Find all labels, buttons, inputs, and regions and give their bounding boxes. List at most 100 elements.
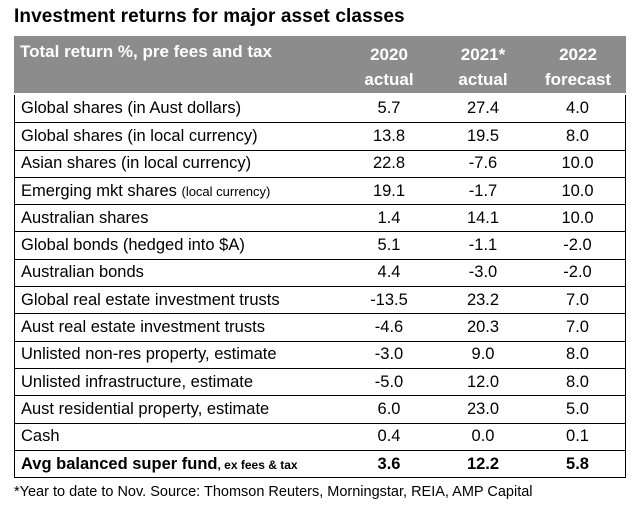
asset-class-label: Emerging mkt shares: [21, 181, 182, 200]
value-2021: 27.4: [466, 99, 500, 118]
asset-class-cell: Aust real estate investment trusts: [15, 318, 342, 337]
asset-class-cell: Aust residential property, estimate: [15, 400, 342, 419]
asset-class-label: Cash: [21, 427, 60, 446]
value-2022: 7.0: [566, 290, 589, 309]
header-2022-sub: forecast: [544, 70, 612, 89]
table-header: Total return %, pre fees and tax 2020 ac…: [14, 36, 626, 95]
value-2020: 5.1: [377, 236, 401, 255]
asset-class-label: Australian shares: [21, 208, 149, 227]
value-2022: -2.0: [563, 236, 592, 255]
header-2020: 2020 actual: [342, 36, 436, 93]
header-2021-sub: actual: [458, 70, 508, 89]
value-2022: 5.0: [566, 399, 589, 418]
asset-class-label: Global real estate investment trusts: [21, 290, 280, 309]
value-2020: 6.0: [377, 399, 401, 418]
value-2020: 13.8: [372, 126, 406, 145]
value-2020: 19.1: [372, 181, 406, 200]
asset-class-label: Global bonds (hedged into $A): [21, 236, 245, 255]
asset-class-label: Unlisted non-res property, estimate: [21, 345, 277, 364]
header-2021-year: 2021*: [460, 45, 506, 64]
header-2022: 2022 forecast: [530, 36, 626, 93]
table-body: Global shares (in Aust dollars) 5.7 27.4 4.…: [14, 95, 626, 479]
asset-class-label: Aust residential property, estimate: [21, 399, 270, 418]
value-2021: -7.6: [468, 154, 498, 173]
asset-class-cell: Cash: [15, 427, 342, 446]
value-2021: -3.0: [468, 263, 498, 282]
value-2020: 4.4: [377, 263, 401, 282]
asset-class-label: Global shares (in local currency): [21, 126, 258, 145]
table-row: Unlisted non-res property, estimate -3.0 9…: [15, 340, 625, 368]
header-2020-sub: actual: [364, 70, 414, 89]
value-2022: 5.8: [566, 454, 589, 473]
value-2020: 5.7: [377, 99, 401, 118]
value-2020: -5.0: [374, 372, 404, 391]
value-2020: 22.8: [372, 154, 406, 173]
value-2020: -13.5: [370, 290, 408, 309]
header-label: Total return %, pre fees and tax: [20, 42, 272, 61]
table-row: Unlisted infrastructure, estimate -5.0 12.…: [15, 367, 625, 395]
value-2021: 23.0: [466, 399, 500, 418]
asset-class-note: , ex fees & tax: [217, 457, 298, 472]
asset-class-cell: Asian shares (in local currency): [15, 154, 342, 173]
table-row: Global shares (in local currency) 13.8 19.…: [15, 122, 625, 149]
value-2022: 4.0: [566, 99, 589, 118]
value-2020: -4.6: [374, 318, 404, 337]
value-2020: 0.4: [377, 427, 401, 446]
asset-class-cell: Emerging mkt shares (local currency): [15, 182, 342, 201]
value-2021: -1.7: [468, 181, 498, 200]
table-row: Aust residential property, estimate 6.0 23…: [15, 395, 625, 422]
asset-class-label: Avg balanced super fund: [21, 454, 218, 473]
asset-class-cell: Australian shares: [15, 209, 342, 228]
value-2021: 0.0: [471, 427, 495, 446]
asset-class-label: Asian shares (in local currency): [21, 154, 252, 173]
value-2021: 12.2: [466, 454, 500, 473]
asset-class-label: Australian bonds: [21, 263, 144, 282]
value-2021: 9.0: [471, 345, 495, 364]
value-2022: 7.0: [566, 318, 589, 337]
header-2020-year: 2020: [370, 45, 408, 64]
value-2022: -2.0: [563, 263, 592, 282]
asset-class-cell: Global shares (in local currency): [15, 127, 342, 146]
asset-class-cell: Unlisted infrastructure, estimate: [15, 373, 342, 392]
table-row: Emerging mkt shares (local currency) 19.1…: [15, 176, 625, 204]
asset-class-cell: Global real estate investment trusts: [15, 291, 342, 310]
value-2022: 8.0: [566, 345, 589, 364]
value-2022: 10.0: [561, 181, 594, 200]
value-2022: 8.0: [566, 372, 589, 391]
table-row: Global bonds (hedged into $A) 5.1 -1.1 -2.0: [15, 231, 625, 258]
header-2021: 2021* actual: [436, 36, 530, 93]
table-row: Global real estate investment trusts -13.…: [15, 286, 625, 313]
table-row: Australian shares 1.4 14.1 10.0: [15, 204, 625, 231]
asset-class-cell: Global shares (in Aust dollars): [15, 99, 342, 118]
value-2022: 8.0: [566, 126, 589, 145]
asset-class-cell: Avg balanced super fund, ex fees & tax: [15, 455, 342, 474]
asset-class-cell: Unlisted non-res property, estimate: [15, 345, 342, 364]
total-row: Avg balanced super fund, ex fees & tax 3.…: [15, 449, 625, 477]
value-2022: 10.0: [561, 154, 594, 173]
value-2021: 12.0: [466, 372, 500, 391]
asset-class-note: (local currency): [181, 183, 271, 199]
table-row: Aust real estate investment trusts -4.6 20…: [15, 313, 625, 340]
value-2020: 1.4: [377, 208, 401, 227]
asset-class-label: Unlisted infrastructure, estimate: [21, 372, 254, 391]
footnote: *Year to date to Nov. Source: Thomson Re…: [14, 484, 533, 500]
value-2020: -3.0: [374, 345, 404, 364]
asset-class-cell: Global bonds (hedged into $A): [15, 236, 342, 255]
value-2022: 10.0: [561, 208, 594, 227]
value-2021: -1.1: [468, 236, 498, 255]
value-2021: 19.5: [466, 126, 500, 145]
asset-class-cell: Australian bonds: [15, 263, 342, 282]
table-row: Cash 0.4 0.0 0.1: [15, 422, 625, 450]
table-row: Asian shares (in local currency) 22.8 -7.6…: [15, 149, 625, 177]
value-2020: 3.6: [377, 454, 401, 473]
table-row: Australian bonds 4.4 -3.0 -2.0: [15, 258, 625, 286]
table-row: Global shares (in Aust dollars) 5.7 27.4 4.…: [15, 95, 625, 122]
asset-class-label: Aust real estate investment trusts: [21, 318, 265, 337]
header-2022-year: 2022: [559, 45, 597, 64]
asset-class-label: Global shares (in Aust dollars): [21, 99, 242, 118]
returns-table: Total return %, pre fees and tax 2020 ac…: [14, 36, 626, 479]
value-2022: 0.1: [566, 427, 589, 446]
page-title: Investment returns for major asset class…: [14, 6, 405, 27]
value-2021: 23.2: [466, 290, 500, 309]
value-2021: 20.3: [466, 318, 500, 337]
